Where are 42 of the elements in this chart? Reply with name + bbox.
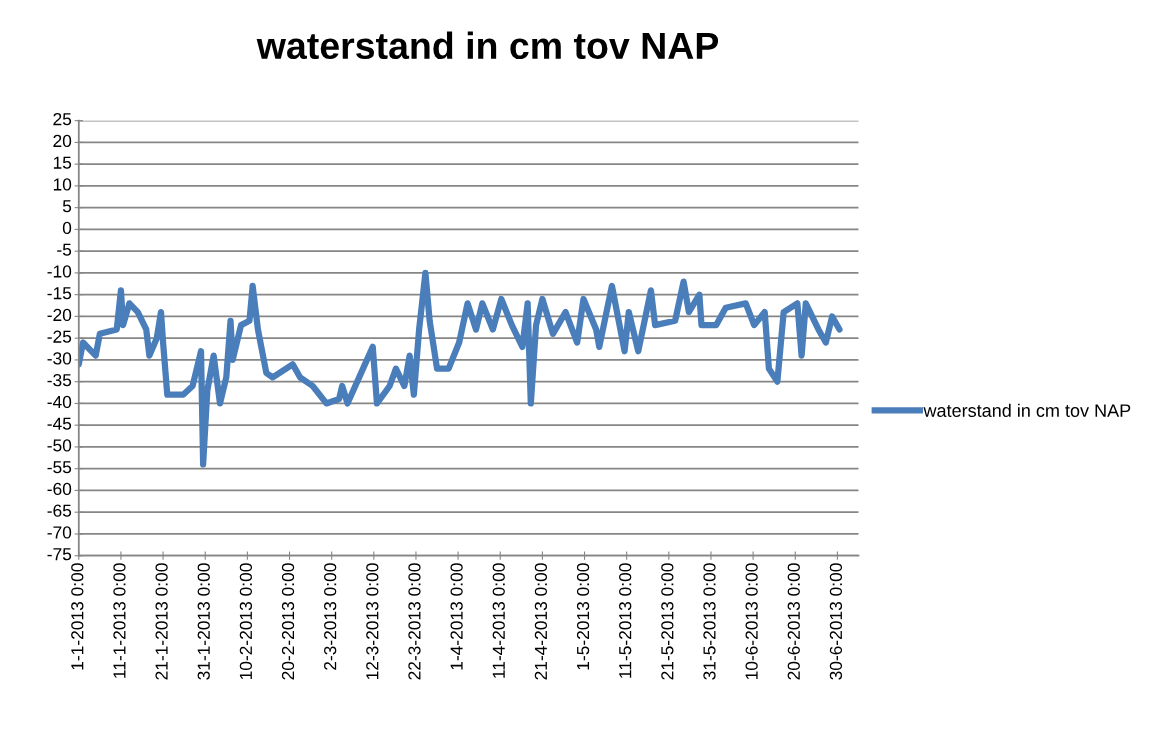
chart-title: waterstand in cm tov NAP — [256, 31, 719, 60]
x-tick-label: 22-3-2013 0:00 — [408, 563, 421, 680]
x-tick-label: 11-1-2013 0:00 — [113, 563, 126, 678]
x-tick-label: 1-5-2013 0:00 — [576, 563, 590, 670]
y-tick-label: -30 — [47, 352, 72, 365]
x-tick-label: 20-2-2013 0:00 — [281, 563, 295, 680]
x-tick-label: 11-4-2013 0:00 — [492, 563, 505, 678]
x-tick-label: 1-1-2013 0:00 — [71, 563, 84, 670]
y-tick-label: -10 — [47, 265, 72, 278]
y-tick-label: -70 — [47, 526, 72, 539]
y-tick-label: -35 — [47, 374, 72, 387]
y-tick-label: -15 — [47, 287, 72, 300]
y-tick-label: -40 — [47, 395, 72, 409]
x-tick-label: 20-6-2013 0:00 — [787, 563, 800, 680]
y-tick-label: 20 — [53, 134, 72, 148]
y-tick-label: -50 — [47, 439, 72, 452]
y-tick-label: -55 — [47, 461, 72, 474]
y-tick-label: 25 — [53, 113, 72, 126]
y-tick-label: 15 — [53, 156, 72, 169]
x-tick-label: 31-5-2013 0:00 — [703, 563, 716, 680]
x-tick-label: 31-1-2013 0:00 — [197, 563, 210, 680]
x-tick-label: 21-4-2013 0:00 — [534, 563, 548, 680]
x-tick-label: 10-6-2013 0:00 — [745, 563, 758, 680]
x-tick-label: 21-1-2013 0:00 — [155, 563, 168, 680]
y-tick-label: 5 — [62, 200, 72, 213]
x-tick-label: 12-3-2013 0:00 — [366, 563, 379, 680]
y-tick-label: 10 — [53, 178, 72, 191]
x-tick-label: 10-2-2013 0:00 — [239, 563, 253, 680]
x-tick-label: 11-5-2013 0:00 — [619, 563, 632, 678]
x-tick-label: 1-4-2013 0:00 — [450, 563, 463, 670]
legend-label: waterstand in cm tov NAP — [923, 403, 1131, 417]
y-tick-label: -25 — [47, 330, 72, 343]
y-tick-label: -45 — [47, 417, 72, 430]
y-tick-label: -65 — [47, 504, 72, 517]
y-tick-label: -75 — [47, 548, 72, 561]
y-tick-label: 0 — [62, 221, 72, 235]
y-tick-label: -5 — [57, 243, 72, 256]
y-tick-label: -60 — [47, 482, 72, 496]
x-tick-label: 21-5-2013 0:00 — [661, 563, 674, 680]
x-tick-label: 30-6-2013 0:00 — [829, 563, 843, 680]
x-tick-label: 2-3-2013 0:00 — [324, 563, 337, 670]
y-tick-label: -20 — [47, 308, 72, 322]
